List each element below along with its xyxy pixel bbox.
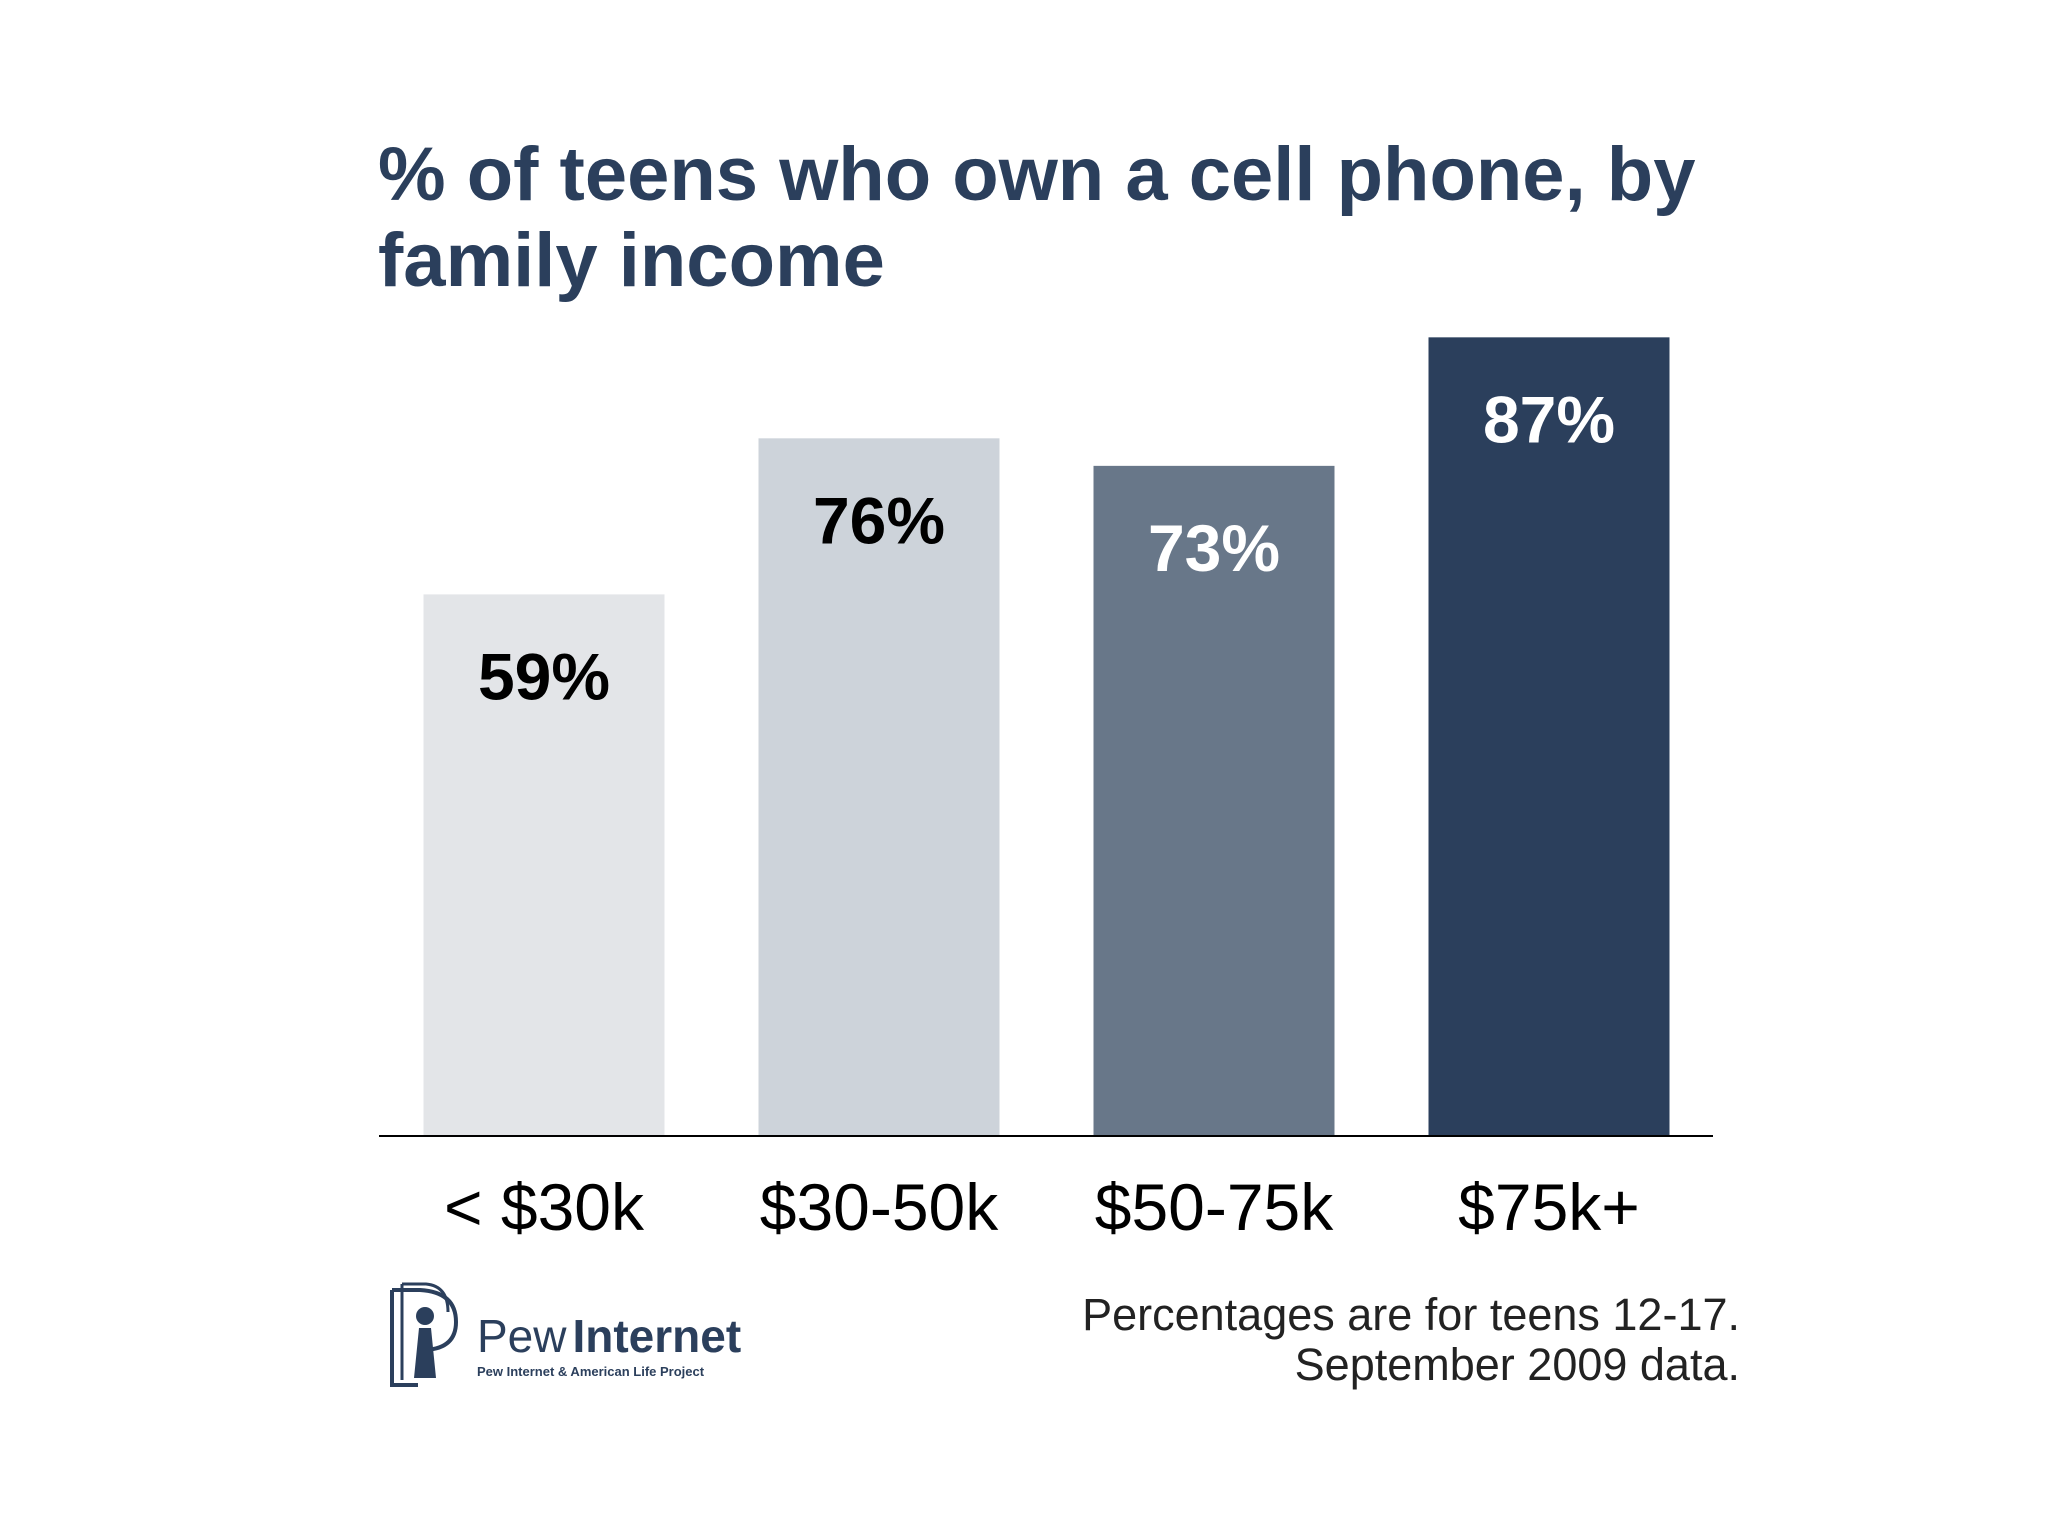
logo-icon: [416, 1307, 434, 1325]
logo: Pew Internet Pew Internet & American Life…: [390, 1282, 741, 1387]
bar: [423, 594, 665, 1136]
value-label: 73%: [1148, 511, 1280, 585]
logo-icon: [400, 1282, 450, 1380]
logo-tagline: Pew Internet & American Life Project: [477, 1364, 705, 1379]
logo-name: Pew Internet: [477, 1310, 741, 1362]
value-label: 87%: [1483, 382, 1615, 456]
x-tick-label: < $30k: [444, 1170, 645, 1244]
logo-word: Pew: [477, 1310, 567, 1362]
bar: [758, 438, 1000, 1136]
note: September 2009 data.: [1295, 1339, 1740, 1390]
x-tick-label: $50-75k: [1095, 1170, 1335, 1244]
chart-title: % of teens who own a cell phone, by fami…: [378, 132, 1696, 303]
bar: [1093, 465, 1335, 1136]
value-label: 59%: [478, 639, 610, 713]
x-tick-label: $75k+: [1458, 1170, 1640, 1244]
x-tick-label: $30-50k: [760, 1170, 1000, 1244]
logo-icon: [390, 1288, 459, 1387]
logo-icon: [414, 1328, 436, 1378]
bar: [1428, 337, 1670, 1137]
note: Percentages are for teens 12-17.: [1082, 1289, 1740, 1340]
logo-word: Internet: [572, 1310, 741, 1362]
value-label: 76%: [813, 483, 945, 557]
